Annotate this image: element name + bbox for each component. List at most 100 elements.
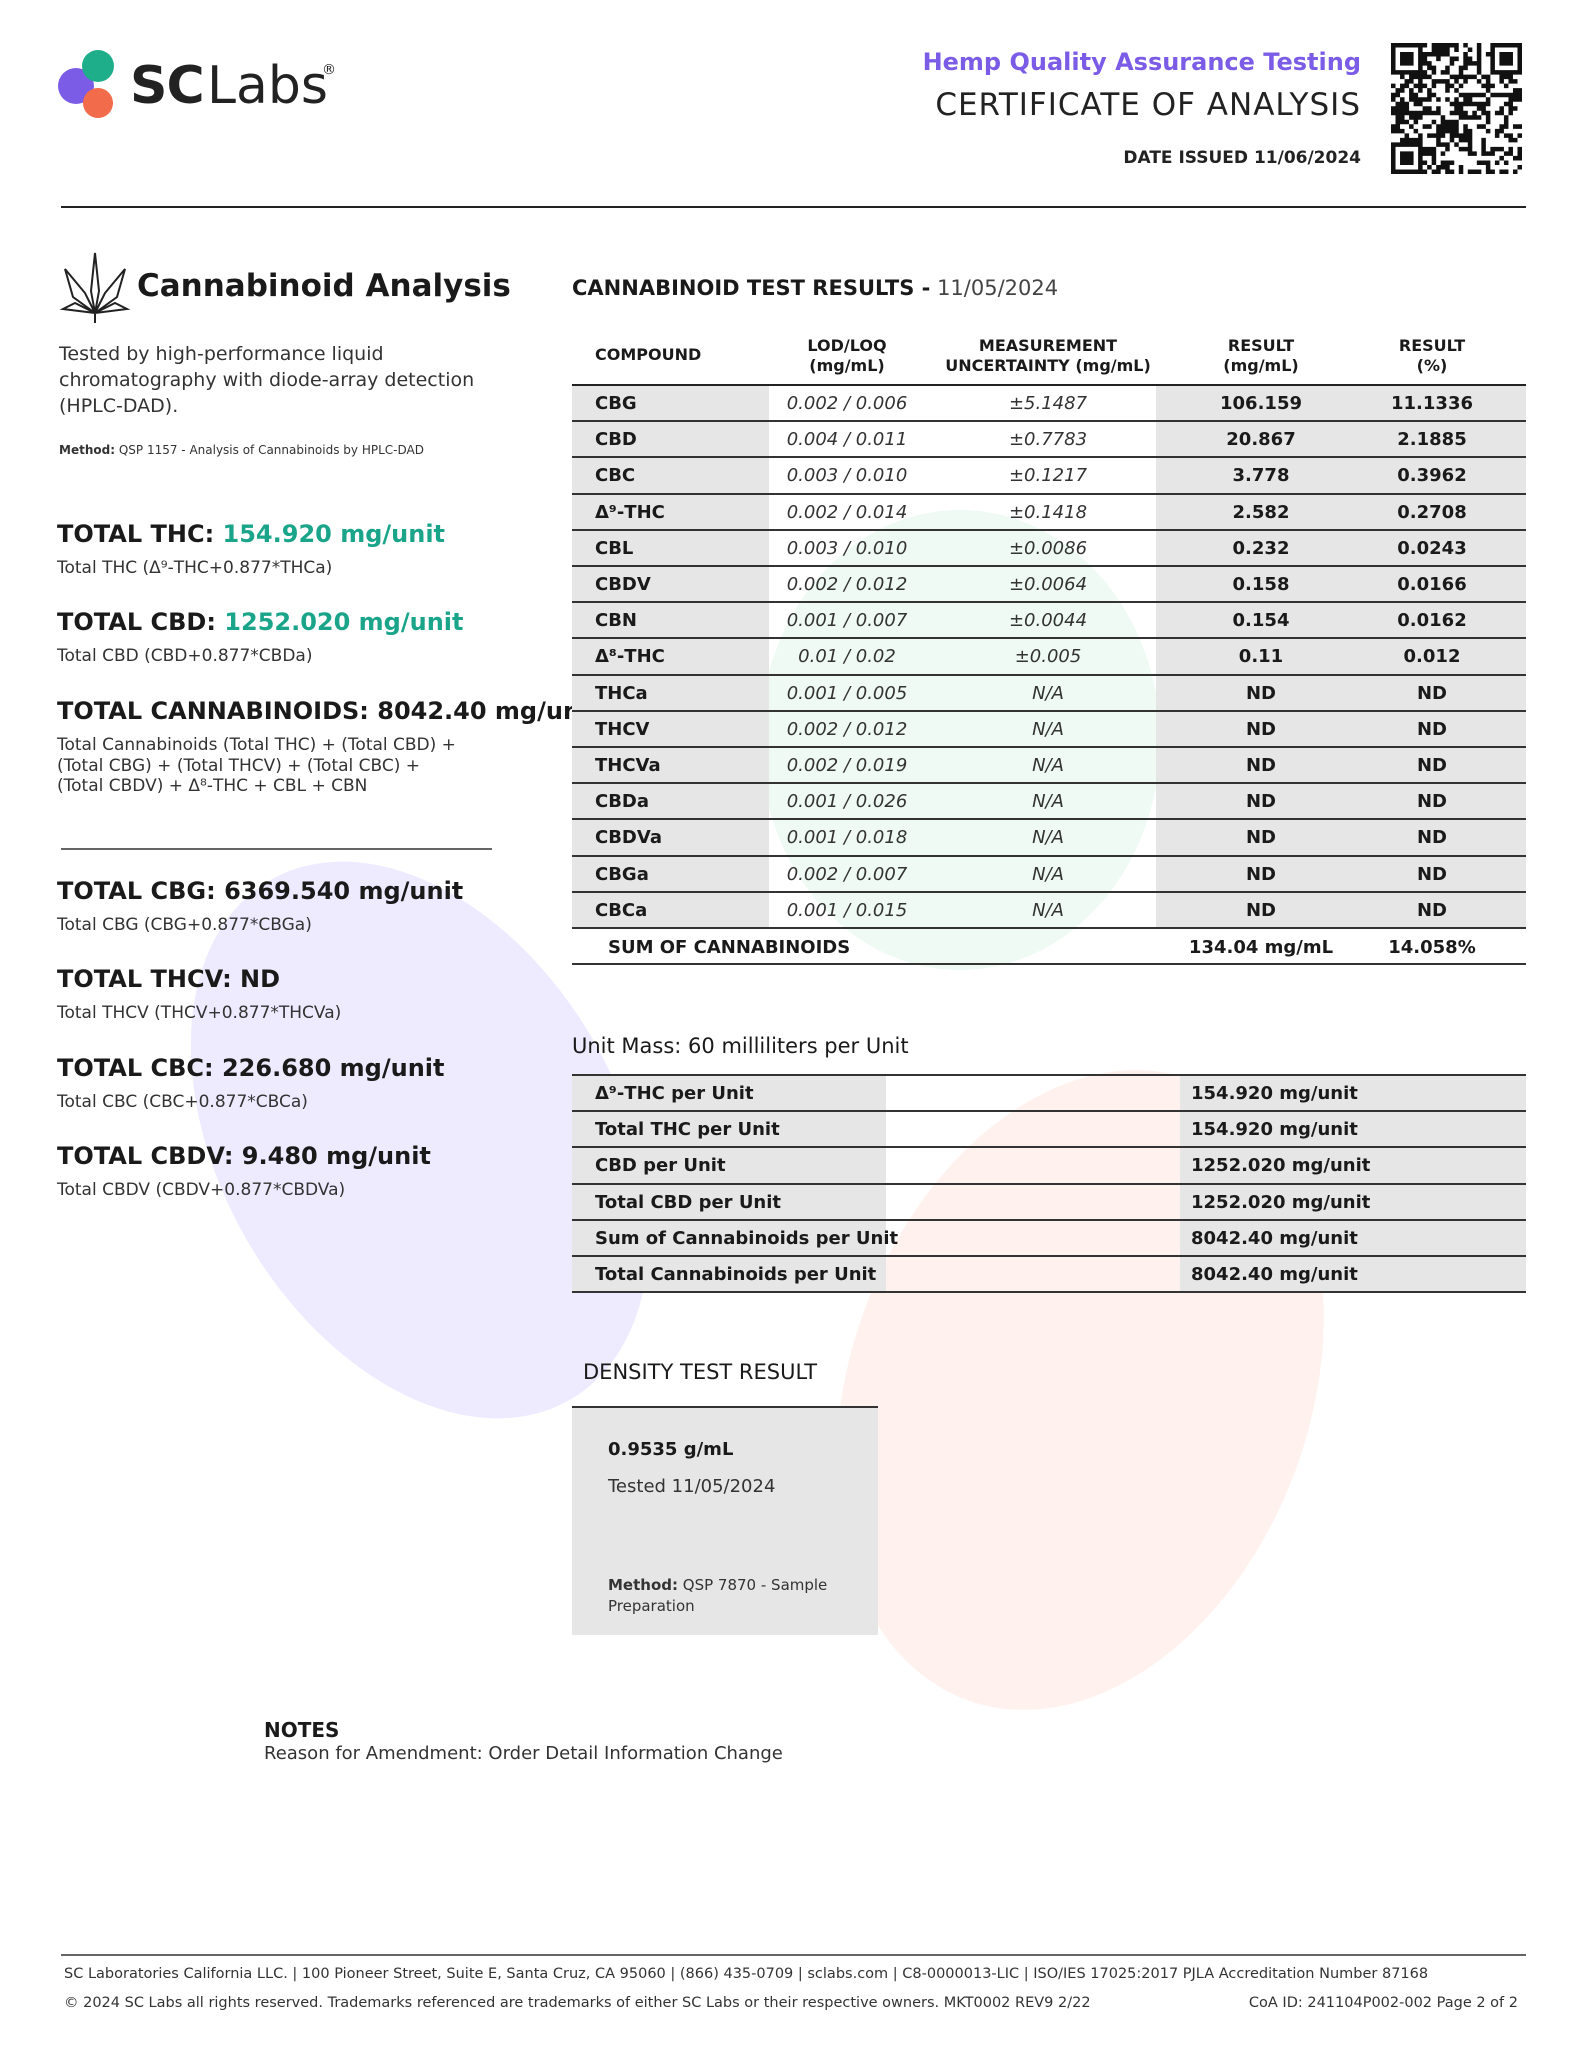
row-shade [572,1112,886,1147]
unit-row: Sum of Cannabinoids per Unit 8042.40 mg/u… [572,1220,1526,1257]
unit-label: Total Cannabinoids per Unit [595,1264,877,1285]
total-label: TOTAL CBD: [57,608,216,636]
logo-dot [58,68,94,104]
total-value: ND [240,965,281,993]
result-row: CBG 0.002 / 0.006 ±5.1487 106.159 11.1336 [572,386,1526,423]
row-shade [1180,1220,1526,1255]
result-cell: ND [1416,755,1448,776]
total-formula: Total Cannabinoids (Total THC) + (Total … [57,735,456,755]
column-header: (%) [1416,356,1448,375]
row-shade [572,1076,886,1111]
density-method-text: QSP 7870 - Sample [682,1576,828,1594]
total-label: TOTAL CBDV: [57,1142,234,1170]
result-cell: 0.232 [1232,537,1290,559]
description: (HPLC-DAD). [59,395,179,417]
unit-label: Sum of Cannabinoids per Unit [595,1227,899,1249]
result-cell: ±0.1418 [1008,501,1088,523]
row-shade [1180,1148,1526,1183]
brand-mark: ® [322,62,336,78]
result-cell: N/A [1032,899,1064,921]
total-value: 8042.40 mg/unit [377,697,600,725]
result-cell: ND [1416,791,1448,813]
density-title: DENSITY TEST RESULT [583,1360,818,1384]
row-shade [1156,892,1526,927]
total-label: TOTAL CANNABINOIDS: [57,697,369,725]
logo-dot [82,50,114,82]
result-cell: 0.0162 [1397,610,1467,632]
row-shade [572,386,769,421]
total: TOTAL CANNABINOIDS: 8042.40 mg/unit [57,697,600,725]
result-cell: CBN [595,610,637,632]
result-cell: 0.002 / 0.012 [786,718,908,740]
total-value: 6369.540 mg/unit [224,877,464,905]
result-cell: ND [1245,899,1277,921]
unit-row: CBD per Unit 1252.020 mg/unit [572,1148,1526,1185]
result-cell: THCa [595,682,648,704]
notes-title: NOTES [264,1718,340,1742]
result-cell: 0.158 [1232,574,1290,595]
result-cell: ±0.0064 [1008,574,1088,595]
unit-mass-title: Unit Mass: 60 milliliters per Unit [572,1034,909,1058]
result-cell: 0.3962 [1397,465,1467,487]
method: Method: QSP 1157 - Analysis of Cannabino… [59,443,424,457]
total-formula: (Total CBG) + (Total THCV) + (Total CBC)… [57,755,421,776]
row-shade [1156,856,1526,891]
total: TOTAL THC: 154.920 mg/unit [57,520,445,548]
result-cell: ND [1416,718,1448,740]
brand-light: Labs [207,56,328,116]
result-cell: 0.0243 [1397,537,1467,559]
result-cell: ND [1245,718,1277,740]
section-title: Cannabinoid Analysis [137,268,511,304]
row-shade [572,422,769,457]
total-formula: Total THC (Δ⁹-THC+0.877*THCa) [57,558,333,578]
unit-label: Δ⁹-THC per Unit [595,1083,754,1104]
result-row: CBC 0.003 / 0.010 ±0.1217 3.778 0.3962 [572,458,1526,495]
column-header: (mg/mL) [809,356,885,375]
result-cell: 0.01 / 0.02 [798,646,896,668]
result-cell: ND [1416,827,1448,849]
total-label: TOTAL THCV: [57,965,232,993]
row-shade [572,639,769,674]
result-cell: ±0.0086 [1008,537,1088,559]
method-label: Method: [59,443,115,457]
leaf-icon [59,252,131,323]
result-cell: 106.159 [1220,393,1302,414]
total-value: 154.920 mg/unit [222,520,446,548]
row-shade [572,567,769,602]
row-shade [572,1257,886,1292]
subtitle: Hemp Quality Assurance Testing [922,48,1361,76]
row-shade [572,1220,886,1255]
qr-code [1391,43,1522,174]
sum-pct: 14.058% [1388,937,1476,958]
total: TOTAL CBDV: 9.480 mg/unit [57,1142,431,1170]
result-cell: ND [1245,827,1277,849]
total-label: TOTAL CBC: [57,1054,214,1082]
result-cell: 0.002 / 0.012 [786,574,908,595]
result-cell: CBDa [595,791,650,813]
row-shade [572,675,769,710]
result-cell: 0.001 / 0.015 [786,899,908,921]
result-cell: 0.001 / 0.005 [786,682,908,704]
row-shade [1156,603,1526,638]
row-shade [572,856,769,891]
result-row: CBL 0.003 / 0.010 ±0.0086 0.232 0.0243 [572,530,1526,567]
unit-top-rule [572,1074,1526,1076]
result-cell: 0.003 / 0.010 [786,465,908,487]
result-cell: Δ⁸-THC [595,646,665,668]
result-cell: 0.002 / 0.014 [786,501,908,523]
unit-value: 1252.020 mg/unit [1191,1155,1371,1177]
result-cell: CBG [595,393,637,414]
result-cell: 0.002 / 0.006 [786,393,908,414]
result-cell: ND [1245,863,1277,885]
row-shade [572,711,769,746]
row-shade [1156,711,1526,746]
result-cell: CBDV [595,574,651,595]
row-shade [572,820,769,855]
notes-text: Reason for Amendment: Order Detail Infor… [264,1743,783,1764]
result-cell: THCV [595,718,650,740]
density-value: 0.9535 g/mL [608,1439,734,1460]
column-header: RESULT [1398,336,1466,355]
result-cell: N/A [1032,863,1064,885]
